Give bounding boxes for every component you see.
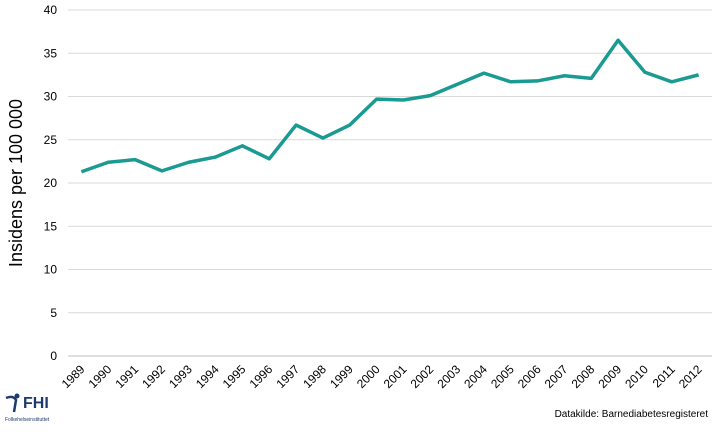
- x-tick-label: 1995: [220, 362, 249, 391]
- y-tick-label: 15: [44, 219, 58, 233]
- y-tick-label: 35: [44, 46, 58, 60]
- x-tick-label: 2005: [488, 362, 517, 391]
- x-tick-label: 1994: [193, 362, 222, 391]
- y-tick-label: 5: [50, 306, 57, 320]
- x-tick-label: 1989: [59, 362, 88, 391]
- y-tick-label: 30: [44, 90, 58, 104]
- logo-subtext: Folkehelseinstituttet: [5, 417, 50, 423]
- data-source: Datakilde: Barnediabetesregisteret: [554, 409, 708, 420]
- fhi-logo-icon: [5, 392, 23, 419]
- x-tick-label: 2006: [515, 362, 544, 391]
- y-tick-label: 20: [44, 176, 58, 190]
- y-axis-label: Insidens per 100 000: [6, 99, 26, 267]
- x-tick-label: 1997: [273, 362, 302, 391]
- x-tick-label: 2008: [569, 362, 598, 391]
- x-tick-label: 1999: [327, 362, 356, 391]
- x-tick-label: 2004: [461, 362, 490, 391]
- x-tick-label: 2000: [354, 362, 383, 391]
- x-tick-label: 1992: [139, 362, 168, 391]
- y-tick-label: 25: [44, 133, 58, 147]
- x-tick-label: 1993: [166, 362, 195, 391]
- x-tick-label: 2002: [408, 362, 437, 391]
- x-tick-label: 2011: [650, 362, 678, 390]
- x-tick-label: 2012: [676, 362, 705, 391]
- y-tick-label: 10: [44, 263, 58, 277]
- y-tick-label: 40: [44, 3, 58, 17]
- x-tick-label: 2003: [434, 362, 463, 391]
- logo-text: FHI: [23, 395, 49, 412]
- y-tick-label: 0: [50, 349, 57, 363]
- x-tick-label: 2010: [622, 362, 651, 391]
- x-tick-label: 1990: [86, 362, 115, 391]
- x-tick-label: 1991: [112, 362, 141, 391]
- x-tick-label: 1996: [247, 362, 276, 391]
- x-tick-label: 1998: [300, 362, 329, 391]
- data-line: [80, 38, 700, 174]
- x-tick-label: 2001: [381, 362, 410, 391]
- x-tick-label: 2007: [542, 362, 571, 391]
- x-tick-label: 2009: [595, 362, 624, 391]
